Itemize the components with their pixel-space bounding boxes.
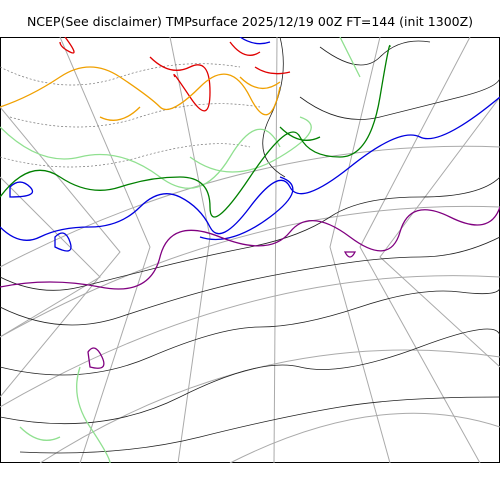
map-svg (0, 37, 500, 463)
coastlines (0, 37, 500, 454)
purple-contour (0, 206, 500, 369)
orange-contours (0, 66, 281, 121)
chart-title: NCEP(See disclaimer) TMPsurface 2025/12/… (26, 14, 474, 29)
red-contours (59, 37, 291, 112)
light-green-contours (0, 37, 361, 463)
blue-contour (0, 37, 500, 252)
map-panel (0, 37, 500, 463)
graticule (0, 37, 500, 463)
dark-green-contours (0, 44, 391, 218)
dotted-contours (0, 63, 261, 168)
